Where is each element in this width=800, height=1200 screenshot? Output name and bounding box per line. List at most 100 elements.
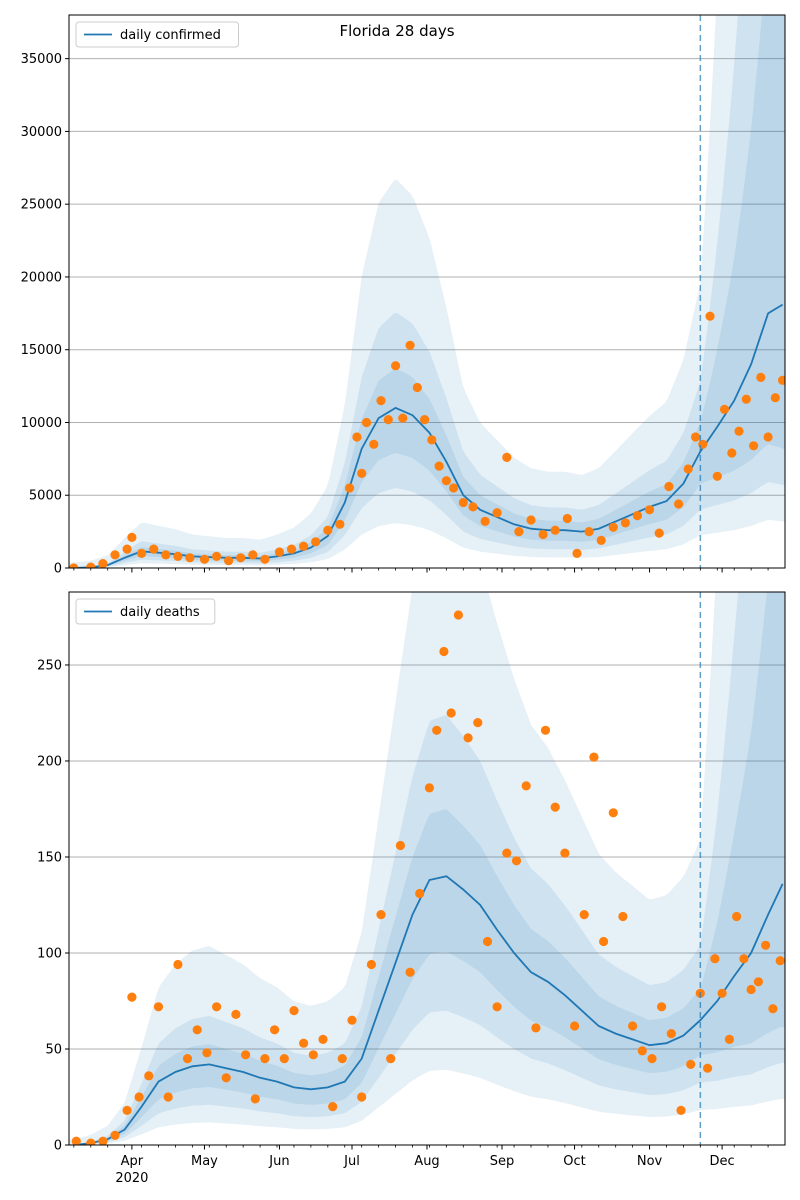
data-point	[511, 856, 522, 866]
data-point	[441, 476, 451, 486]
data-point	[236, 553, 246, 563]
data-point	[753, 977, 764, 987]
data-point	[270, 1025, 280, 1035]
daily-confirmed-panel: 0 5000 10000 15000 20000 25000 30000 35000 daily…	[21, 14, 786, 577]
data-point	[439, 646, 449, 657]
data-point	[224, 556, 234, 566]
data-point	[734, 426, 744, 436]
uncertainty-band	[69, 15, 785, 568]
data-point	[153, 1002, 164, 1012]
data-point	[420, 415, 430, 425]
data-point	[446, 708, 456, 718]
data-point	[482, 936, 493, 947]
data-point	[149, 544, 159, 554]
legend-box	[75, 21, 239, 48]
data-point	[570, 1021, 580, 1031]
data-point	[122, 1105, 132, 1115]
data-point	[560, 848, 570, 858]
uncertainty-band	[69, 15, 785, 568]
data-point	[540, 725, 551, 735]
series-line	[73, 875, 784, 1145]
data-point	[69, 563, 79, 568]
daily-deaths-panel: 0 50 100 150 200 250 Apr May Jun Jul Aug Sep Oct Nov D…	[37, 591, 786, 1186]
y-tick-label: 0	[54, 1139, 62, 1154]
data-point	[778, 375, 785, 385]
data-point	[770, 393, 780, 403]
data-point	[345, 483, 355, 493]
data-point	[703, 1063, 713, 1073]
data-point	[221, 1073, 231, 1083]
data-point	[514, 527, 524, 537]
y-tick-label: 5000	[29, 489, 62, 504]
data-point	[775, 956, 785, 966]
x-tick-label: Oct	[563, 1154, 585, 1169]
data-point	[337, 1054, 347, 1064]
data-point	[335, 519, 345, 529]
y-tick-label: 20000	[21, 270, 62, 285]
y-tick-label: 200	[37, 754, 62, 769]
data-point	[657, 1002, 667, 1012]
y-tick-label: 15000	[21, 343, 62, 358]
data-point	[412, 382, 422, 393]
data-point	[502, 848, 512, 858]
data-point	[98, 1136, 108, 1145]
data-point	[144, 1071, 154, 1081]
data-point	[366, 959, 376, 970]
data-point	[260, 554, 270, 564]
data-point	[741, 394, 751, 404]
data-point	[644, 505, 655, 515]
data-point	[137, 548, 147, 559]
data-point	[163, 1092, 173, 1102]
data-point	[727, 448, 737, 458]
plot-area	[69, 592, 785, 1145]
data-point	[608, 522, 618, 532]
data-point	[492, 1002, 502, 1012]
y-tick-label: 250	[37, 658, 62, 673]
data-point	[480, 516, 490, 527]
x-tick-label: Aug	[414, 1154, 439, 1169]
y-tick-label: 25000	[21, 198, 62, 213]
data-point	[391, 361, 401, 371]
data-point	[705, 311, 715, 321]
data-point	[502, 452, 512, 462]
plot-area	[69, 15, 785, 568]
data-point	[323, 525, 333, 535]
x-tick-label: Dec	[710, 1154, 735, 1169]
data-point	[468, 502, 478, 512]
y-tick-label: 50	[45, 1042, 62, 1057]
data-point	[768, 1004, 778, 1014]
data-point	[432, 725, 442, 735]
data-point	[676, 1105, 686, 1115]
data-point	[712, 471, 722, 481]
chart-title: Florida 28 days	[339, 22, 454, 40]
data-point	[531, 1023, 541, 1033]
legend-label: daily deaths	[120, 605, 200, 620]
data-point	[279, 1054, 289, 1064]
data-point	[424, 783, 434, 793]
data-point	[241, 1050, 251, 1060]
data-point	[637, 1046, 647, 1056]
data-point	[405, 967, 415, 977]
data-point	[761, 940, 771, 950]
data-point	[690, 432, 701, 442]
data-point	[683, 464, 693, 474]
data-point	[698, 439, 708, 449]
data-point	[415, 888, 425, 899]
x-tick-label: Jun	[268, 1154, 289, 1169]
data-point	[710, 954, 720, 964]
data-point	[717, 988, 727, 998]
legend-box	[75, 598, 216, 625]
data-point	[110, 1130, 120, 1140]
data-point	[71, 1136, 81, 1145]
data-point	[620, 518, 631, 528]
data-point	[584, 527, 594, 537]
data-point	[628, 1021, 638, 1031]
data-point	[562, 513, 572, 524]
data-point	[732, 911, 742, 922]
data-point	[526, 515, 536, 525]
y-tick-label: 35000	[21, 52, 62, 67]
data-point	[328, 1102, 338, 1112]
data-point	[347, 1015, 357, 1025]
data-point	[248, 550, 258, 560]
